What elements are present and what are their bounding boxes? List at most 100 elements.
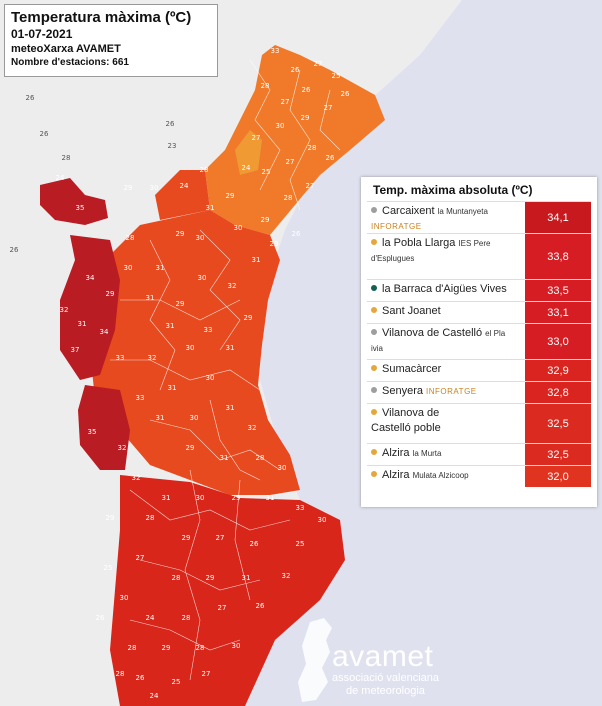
ranking-row[interactable]: Vilanova de Castelló el Pla ivia 33,0 (367, 323, 591, 359)
station-value-label: 24 (146, 614, 155, 622)
station-value-label: 32 (132, 474, 141, 482)
station-value-label: 30 (206, 374, 215, 382)
station-name: Alzira (382, 447, 410, 459)
station-name: Sant Joanet (382, 305, 441, 317)
station-value-label: 32 (118, 444, 127, 452)
max-temperature-value: 32,8 (525, 382, 591, 403)
coast-highlight (235, 130, 262, 175)
station-name: Vilanova de (382, 407, 440, 419)
region-enclave (40, 178, 108, 225)
station-type-dot-icon (371, 449, 377, 455)
municipal-border (149, 239, 176, 391)
region-valencia-hot (90, 210, 300, 495)
ranking-station: Vilanova de Castelló poble (367, 404, 525, 443)
station-value-label: 28 (116, 670, 125, 678)
station-value-label: 30 (198, 274, 207, 282)
station-name: Alzira (382, 469, 410, 481)
station-value-label: 29 (106, 290, 115, 298)
map-title: Temperatura màxima (ºC) (11, 9, 192, 26)
ranking-row[interactable]: Senyera INFORATGE 32,8 (367, 381, 591, 403)
ranking-row[interactable]: Sumacàrcer 32,9 (367, 359, 591, 381)
municipal-borders (110, 59, 341, 681)
station-value-label: 26 (96, 614, 105, 622)
ranking-station: Sumacàrcer (367, 360, 525, 381)
station-value-label: 37 (71, 346, 80, 354)
station-value-label: 33 (136, 394, 145, 402)
station-value-label: 31 (226, 344, 235, 352)
station-subname: la Muntanyeta (437, 207, 488, 216)
ranking-row[interactable]: Alzira la Murta 32,5 (367, 443, 591, 465)
station-value-label: 30 (196, 234, 205, 242)
station-value-label: 30 (190, 414, 199, 422)
station-type-dot-icon (371, 207, 377, 213)
station-subname: el Pla (485, 329, 506, 338)
municipal-border (139, 559, 261, 591)
logo-line-2: de meteorologia (346, 685, 425, 697)
station-value-label: 28 (284, 194, 293, 202)
max-temperature-value: 33,1 (525, 302, 591, 323)
station-count: Nombre d'estacions: 661 (11, 57, 129, 68)
station-value-label: 26 (26, 94, 35, 102)
station-value-label: 25 (104, 564, 113, 572)
municipal-border (319, 89, 341, 151)
station-value-label: 30 (124, 264, 133, 272)
station-subname: la Murta (412, 449, 442, 458)
municipal-border (289, 69, 311, 211)
station-value-label: 31 (146, 294, 155, 302)
station-value-label: 32 (60, 306, 69, 314)
station-value-label: 30 (276, 122, 285, 130)
region-north-mild (205, 45, 385, 235)
ranking-title: Temp. màxima absoluta (ºC) (373, 183, 533, 197)
station-value-label: 33 (271, 47, 280, 55)
ranking-station: Alzira la Murta (367, 444, 525, 465)
station-value-label: 31 (242, 574, 251, 582)
station-value-label: 27 (306, 182, 315, 190)
station-value-label: 28 (146, 514, 155, 522)
station-value-label: 25 (262, 168, 271, 176)
station-value-label: 32 (148, 354, 157, 362)
ranking-station: la Barraca d'Aigües Vives (367, 280, 525, 301)
station-subname-line: ivia (371, 344, 384, 353)
station-subname: Mulata Alzicoop (412, 471, 469, 480)
station-value-label: 31 (166, 322, 175, 330)
station-value-label: 29 (261, 216, 270, 224)
municipal-border (149, 419, 281, 471)
station-value-label: 27 (252, 134, 261, 142)
max-temperature-value: 32,0 (525, 466, 591, 487)
logo-line-1: associació valenciana (332, 672, 440, 684)
station-value-label: 24 (150, 692, 159, 700)
ranking-station: la Pobla Llarga IES Pere d'Esplugues (367, 234, 525, 279)
ranking-station: Vilanova de Castelló el Pla ivia (367, 324, 525, 359)
station-type-dot-icon (371, 329, 377, 335)
station-value-label: 31 (78, 320, 87, 328)
station-value-label: 24 (242, 164, 251, 172)
max-temperature-value: 34,1 (525, 202, 591, 233)
ranking-row[interactable]: Vilanova de Castelló poble 32,5 (367, 403, 591, 443)
municipal-border (209, 399, 261, 481)
avamet-logo: avamet associació valenciana de meteorol… (292, 612, 462, 706)
station-value-label: 27 (281, 98, 290, 106)
region-inland-orange (155, 170, 210, 220)
station-value-label: 29 (301, 114, 310, 122)
ranking-row[interactable]: Sant Joanet 33,1 (367, 301, 591, 323)
station-value-label: 28 (172, 574, 181, 582)
station-type-dot-icon (371, 387, 377, 393)
ranking-row[interactable]: Alzira Mulata Alzicoop 32,0 (367, 465, 591, 487)
ranking-row[interactable]: Carcaixent la Muntanyeta INFORATGE 34,1 (367, 201, 591, 233)
station-value-label: 29 (186, 444, 195, 452)
station-value-label: 35 (76, 204, 85, 212)
ranking-row[interactable]: la Barraca d'Aigües Vives 33,5 (367, 279, 591, 301)
ranking-station: Senyera INFORATGE (367, 382, 525, 403)
station-value-label: 28 (196, 644, 205, 652)
station-value-label: 26 (291, 66, 300, 74)
station-value-label: 25 (172, 678, 181, 686)
ranking-row[interactable]: la Pobla Llarga IES Pere d'Esplugues 33,8 (367, 233, 591, 279)
municipal-border (199, 229, 241, 351)
station-subname-line: Castelló poble (371, 422, 441, 434)
station-name: Vilanova de Castelló (382, 327, 483, 339)
station-value-label: 29 (124, 184, 133, 192)
station-value-label: 26 (250, 540, 259, 548)
station-value-label: 28 (308, 144, 317, 152)
station-value-label: 29 (176, 300, 185, 308)
station-value-label: 31 (156, 414, 165, 422)
